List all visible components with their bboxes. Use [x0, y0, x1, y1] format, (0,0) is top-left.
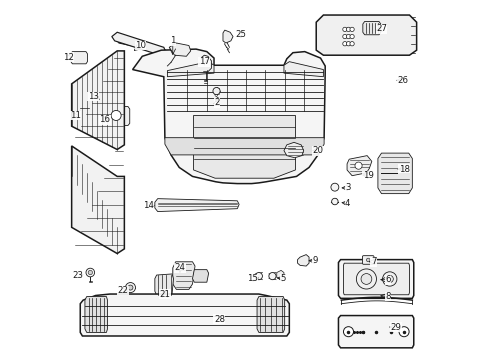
- Polygon shape: [115, 39, 169, 54]
- Text: 5: 5: [280, 274, 285, 283]
- Polygon shape: [85, 297, 107, 332]
- Circle shape: [111, 111, 121, 121]
- Polygon shape: [338, 316, 413, 348]
- Circle shape: [346, 27, 350, 32]
- Text: 23: 23: [72, 270, 83, 279]
- Polygon shape: [167, 62, 214, 77]
- Text: 7: 7: [370, 257, 376, 266]
- Polygon shape: [338, 260, 413, 298]
- Circle shape: [346, 41, 350, 46]
- Text: 2: 2: [214, 98, 219, 107]
- Polygon shape: [284, 142, 303, 158]
- Circle shape: [346, 35, 350, 39]
- Text: 1: 1: [170, 36, 175, 45]
- Polygon shape: [284, 62, 323, 77]
- Text: 19: 19: [362, 171, 373, 180]
- Circle shape: [349, 35, 353, 39]
- Text: 3: 3: [345, 183, 350, 192]
- Polygon shape: [377, 153, 411, 194]
- Circle shape: [212, 87, 220, 95]
- Polygon shape: [346, 156, 371, 176]
- Circle shape: [360, 274, 371, 284]
- Polygon shape: [155, 274, 173, 296]
- Circle shape: [354, 162, 362, 169]
- Circle shape: [349, 41, 353, 46]
- Circle shape: [268, 273, 276, 280]
- Text: 6: 6: [385, 275, 390, 284]
- Text: 18: 18: [398, 165, 409, 174]
- Polygon shape: [223, 30, 233, 43]
- Circle shape: [125, 283, 135, 293]
- Polygon shape: [172, 262, 195, 289]
- Circle shape: [255, 273, 262, 280]
- Circle shape: [128, 285, 133, 290]
- Polygon shape: [94, 85, 100, 93]
- Polygon shape: [201, 55, 211, 72]
- Circle shape: [88, 270, 92, 275]
- Circle shape: [356, 269, 376, 289]
- Circle shape: [343, 327, 353, 337]
- Polygon shape: [193, 116, 295, 178]
- Polygon shape: [72, 146, 124, 253]
- Circle shape: [349, 27, 353, 32]
- Polygon shape: [155, 199, 239, 212]
- Circle shape: [342, 35, 346, 39]
- Polygon shape: [132, 49, 325, 184]
- Text: 14: 14: [142, 201, 154, 210]
- Text: 29: 29: [389, 323, 401, 332]
- Polygon shape: [80, 294, 289, 336]
- Circle shape: [331, 198, 337, 205]
- Polygon shape: [164, 138, 324, 155]
- Polygon shape: [102, 107, 129, 126]
- Circle shape: [366, 258, 369, 262]
- Text: 4: 4: [345, 199, 350, 208]
- Text: 25: 25: [235, 30, 246, 39]
- Text: 21: 21: [159, 289, 170, 298]
- Polygon shape: [316, 15, 416, 55]
- Text: 16: 16: [99, 115, 110, 124]
- Polygon shape: [297, 255, 308, 266]
- Polygon shape: [257, 297, 284, 332]
- Polygon shape: [72, 51, 124, 149]
- Circle shape: [398, 327, 408, 337]
- Text: 13: 13: [87, 92, 99, 101]
- Text: 12: 12: [62, 53, 73, 62]
- Polygon shape: [71, 51, 87, 64]
- Text: 17: 17: [199, 57, 209, 66]
- Polygon shape: [169, 43, 190, 56]
- Polygon shape: [192, 270, 208, 282]
- Text: 27: 27: [375, 24, 386, 33]
- Circle shape: [342, 41, 346, 46]
- Text: 24: 24: [174, 264, 185, 273]
- Text: 9: 9: [312, 256, 318, 265]
- Text: 15: 15: [246, 274, 257, 283]
- Text: 11: 11: [70, 111, 81, 120]
- Polygon shape: [276, 270, 284, 280]
- Circle shape: [382, 272, 396, 286]
- Text: 10: 10: [135, 41, 146, 50]
- Text: 8: 8: [385, 292, 390, 301]
- Circle shape: [330, 183, 338, 191]
- Circle shape: [86, 268, 94, 277]
- Text: 26: 26: [397, 76, 407, 85]
- Polygon shape: [112, 32, 165, 55]
- Polygon shape: [343, 263, 408, 295]
- Text: 28: 28: [213, 315, 224, 324]
- Polygon shape: [362, 22, 380, 35]
- Polygon shape: [79, 101, 89, 114]
- Circle shape: [342, 27, 346, 32]
- Text: 22: 22: [118, 286, 128, 295]
- FancyBboxPatch shape: [362, 256, 373, 264]
- Text: 20: 20: [312, 146, 323, 155]
- Circle shape: [386, 275, 392, 283]
